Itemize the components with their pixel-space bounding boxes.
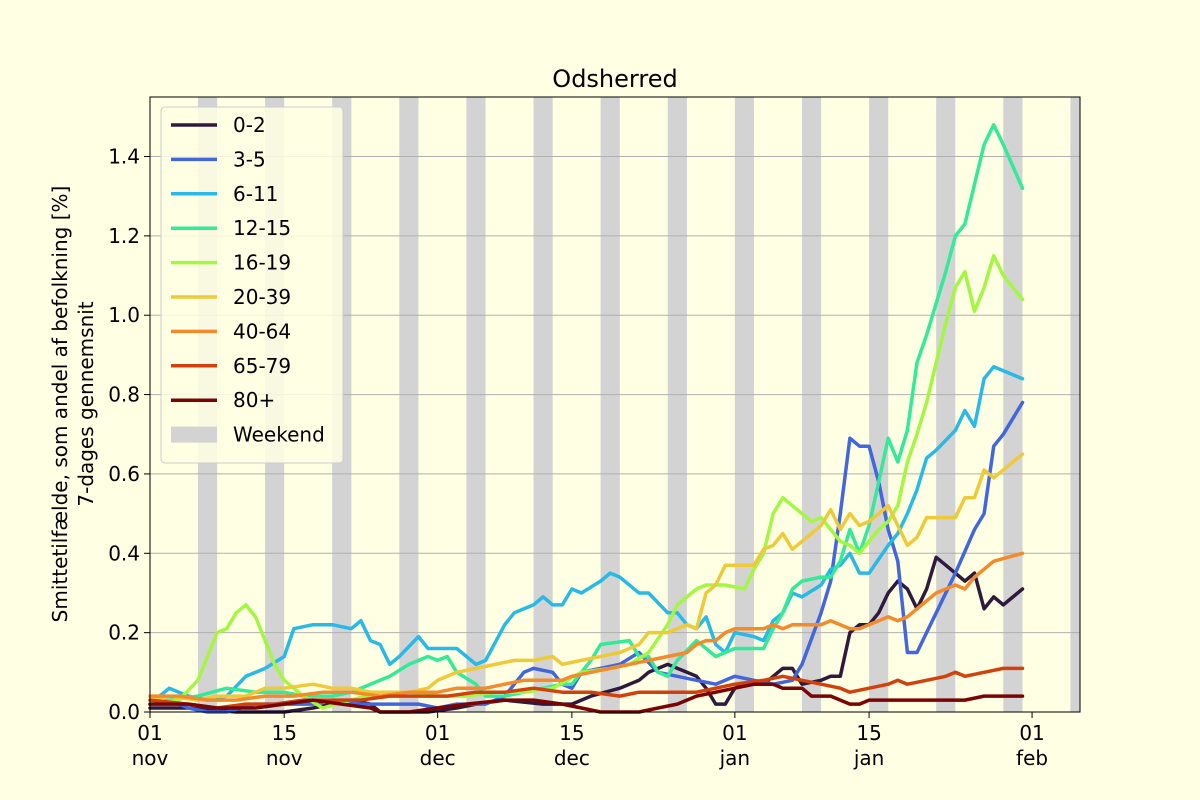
legend-box [160,106,344,464]
legend-label: 40-64 [233,319,291,343]
plot-frame [149,96,1081,713]
x-tick-label: 15 [272,721,297,745]
y-tick-label: 0.6 [108,462,140,486]
weekend-band [600,97,620,712]
y-axis: 0.0 0.2 0.4 0.6 0.8 1.0 1.2 1.4 [108,145,150,724]
x-tick-month-label: nov [266,746,303,770]
series-lines [148,123,1025,714]
y-tick-label: 0.2 [108,621,140,645]
y-tick-label: 0.8 [108,383,140,407]
x-tick-label: 01 [425,721,450,745]
legend-label: 3-5 [233,147,266,171]
legend-label: Weekend [233,423,325,447]
x-tick-label: 01 [1019,721,1044,745]
weekend-band [734,97,755,712]
weekend-band [869,97,889,712]
legend-label: 12-15 [233,216,291,240]
weekend-band [399,97,419,712]
series-line-3-5 [148,400,1025,714]
weekend-bands [197,97,1080,712]
legend-label: 6-11 [233,182,278,206]
legend: 0-2 3-5 6-11 12-15 16-19 20-39 40-64 65-79 80+ We… [160,106,344,464]
y-axis-label: Smittetilfælde, som andel af befolkning … [48,186,72,623]
x-tick-month-label: nov [132,746,169,770]
legend-label: 65-79 [233,354,291,378]
y-tick-label: 1.0 [108,303,140,327]
legend-label: 80+ [233,388,275,412]
weekend-band [466,97,486,712]
x-tick-month-label: jan [719,746,751,770]
chart-title: Odsherred [552,65,677,93]
y-tick-label: 0.0 [108,700,140,724]
x-tick-month-label: dec [420,746,456,770]
series-line-6-11 [148,365,1025,706]
weekend-band [801,97,822,712]
x-tick-label: 15 [856,721,881,745]
legend-label: 16-19 [233,251,291,275]
weekend-band [533,97,553,712]
series-line-16-19 [148,253,1025,710]
y-tick-label: 1.4 [108,145,140,169]
series-line-40-64 [148,551,1025,702]
legend-label: 0-2 [233,113,266,137]
weekend-band [667,97,687,712]
series-line-65-79 [148,666,1025,710]
y-tick-label: 0.4 [108,541,140,565]
x-tick-month-label: jan [853,746,885,770]
x-tick-month-label: dec [554,746,590,770]
series-line-20-39 [148,452,1025,702]
y-tick-label: 1.2 [108,224,140,248]
x-tick-label: 15 [559,721,584,745]
y-axis-label-line2: 7-dages gennemsnit [74,301,98,506]
weekend-band [1070,97,1080,712]
weekend-band [936,97,956,712]
x-tick-month-label: feb [1016,746,1048,770]
x-tick-label: 01 [137,721,162,745]
series-line-80+ [148,682,1025,714]
x-tick-label: 01 [722,721,747,745]
legend-label: 20-39 [233,285,291,309]
legend-swatch-weekend [171,426,217,443]
